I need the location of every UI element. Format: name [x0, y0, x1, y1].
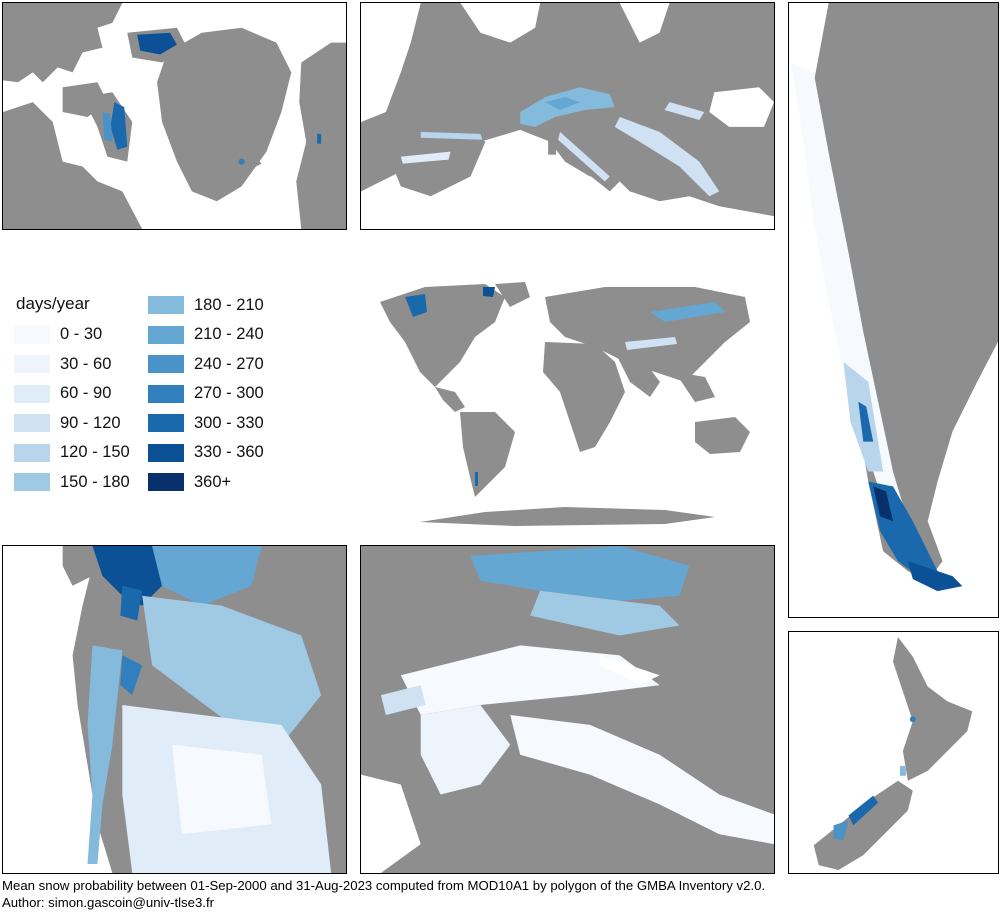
- legend-label: 270 - 300: [194, 384, 264, 402]
- legend-item: 150 - 180: [14, 471, 130, 493]
- legend-label: 0 - 30: [60, 325, 103, 343]
- map-panel-high-mountain-asia: [360, 545, 775, 874]
- map-panel-world: [365, 282, 770, 526]
- legend-item: 30 - 60: [14, 353, 111, 375]
- legend-swatch: [148, 473, 184, 491]
- legend-label: 330 - 360: [194, 443, 264, 461]
- new-zealand-map: [789, 632, 998, 873]
- legend-swatch: [148, 296, 184, 314]
- caption-author: Author: simon.gascoin@univ-tlse3.fr: [2, 895, 215, 910]
- legend-swatch: [14, 355, 50, 373]
- legend-label: 240 - 270: [194, 354, 264, 373]
- legend-item: 90 - 120: [14, 412, 121, 434]
- legend-label: 60 - 90: [60, 384, 112, 402]
- asia-map: [361, 546, 774, 873]
- arctic-map: [3, 3, 346, 229]
- legend-swatch: [14, 443, 50, 462]
- map-panel-new-zealand: [788, 631, 999, 874]
- legend-item: 60 - 90: [14, 383, 111, 405]
- legend-swatch: [14, 414, 50, 432]
- europe-map: [361, 3, 774, 229]
- legend-item: 0 - 30: [14, 324, 102, 346]
- map-panel-andes: [788, 2, 999, 618]
- legend-label: 90 - 120: [60, 413, 121, 432]
- caption: Mean snow probability between 01-Sep-200…: [2, 877, 998, 911]
- western-us-map: [3, 546, 346, 873]
- legend-label: 210 - 240: [194, 325, 264, 343]
- legend-swatch: [148, 355, 184, 373]
- legend: days/year 0 - 30 30 - 60 60 - 90 90 - 120 12…: [14, 294, 334, 504]
- legend-label: 120 - 150: [60, 443, 130, 461]
- map-panel-europe: [360, 2, 775, 230]
- legend-label: 150 - 180: [60, 472, 130, 491]
- legend-item: 330 - 360: [148, 442, 264, 464]
- legend-swatch: [14, 384, 50, 403]
- legend-swatch: [148, 414, 184, 432]
- caption-description: Mean snow probability between 01-Sep-200…: [2, 878, 766, 893]
- legend-swatch: [14, 473, 50, 491]
- legend-item: 270 - 300: [148, 383, 264, 405]
- legend-item: 240 - 270: [148, 353, 264, 375]
- world-map: [380, 282, 750, 526]
- legend-item: 180 - 210: [148, 294, 264, 316]
- legend-item: 300 - 330: [148, 412, 264, 434]
- andes-map: [789, 3, 998, 617]
- map-panel-arctic-greenland: [2, 2, 347, 230]
- legend-label: 30 - 60: [60, 354, 112, 373]
- legend-swatch: [148, 325, 184, 344]
- legend-label: 360+: [194, 472, 232, 491]
- legend-item: 210 - 240: [148, 324, 264, 346]
- legend-swatch: [148, 443, 184, 462]
- legend-item: 120 - 150: [14, 442, 130, 464]
- legend-label: 300 - 330: [194, 413, 264, 432]
- legend-swatch: [148, 384, 184, 403]
- legend-title: days/year: [16, 294, 90, 313]
- legend-item: 360+: [148, 471, 231, 493]
- legend-label: 180 - 210: [194, 295, 264, 314]
- legend-swatch: [14, 325, 50, 344]
- map-panel-western-north-america: [2, 545, 347, 874]
